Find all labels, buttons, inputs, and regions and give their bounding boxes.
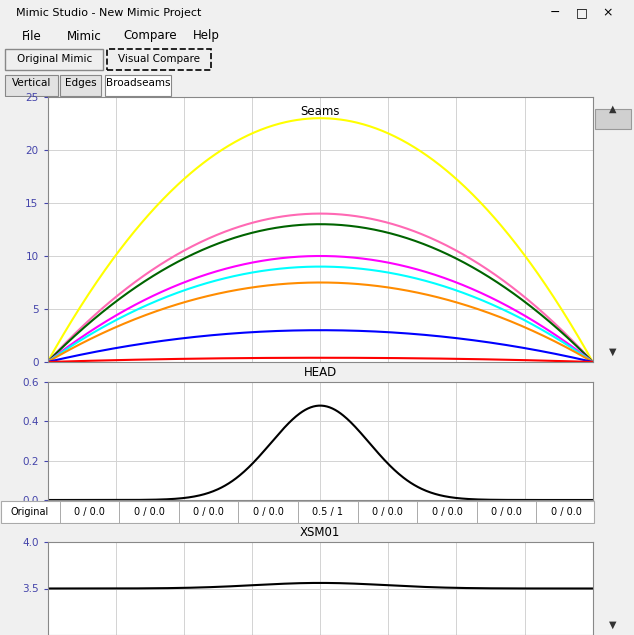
Text: 0 / 0.0: 0 / 0.0 (74, 507, 105, 517)
Text: Mimic Studio - New Mimic Project: Mimic Studio - New Mimic Project (16, 8, 201, 18)
Text: 0 / 0.0: 0 / 0.0 (432, 507, 462, 517)
Text: Original: Original (11, 507, 49, 517)
Text: File: File (22, 29, 42, 43)
Text: Mimic: Mimic (67, 29, 101, 43)
Text: ▲: ▲ (609, 104, 616, 114)
FancyBboxPatch shape (5, 74, 58, 96)
Text: Original Mimic: Original Mimic (17, 54, 92, 64)
FancyBboxPatch shape (107, 49, 211, 70)
Text: 0 / 0.0: 0 / 0.0 (134, 507, 164, 517)
Text: ▼: ▼ (609, 347, 616, 357)
Text: −: − (550, 6, 560, 19)
Text: ×: × (603, 6, 613, 19)
Text: □: □ (576, 6, 587, 19)
FancyBboxPatch shape (5, 49, 103, 70)
Text: 0 / 0.0: 0 / 0.0 (551, 507, 581, 517)
FancyBboxPatch shape (595, 109, 631, 129)
Text: Help: Help (193, 29, 220, 43)
Text: Edges: Edges (65, 79, 96, 88)
Text: 0 / 0.0: 0 / 0.0 (491, 507, 522, 517)
Text: 0 / 0.0: 0 / 0.0 (372, 507, 403, 517)
Text: XSM01: XSM01 (300, 526, 340, 540)
Text: 0 / 0.0: 0 / 0.0 (193, 507, 224, 517)
Text: 0 / 0.0: 0 / 0.0 (253, 507, 283, 517)
Text: HEAD: HEAD (304, 366, 337, 378)
Text: Broadseams: Broadseams (106, 79, 170, 88)
Text: Seams: Seams (301, 105, 340, 118)
FancyBboxPatch shape (105, 74, 171, 96)
FancyBboxPatch shape (60, 74, 101, 96)
Text: Compare: Compare (124, 29, 178, 43)
Text: ▼: ▼ (609, 620, 616, 630)
Text: Visual Compare: Visual Compare (118, 54, 200, 64)
Text: 0.5 / 1: 0.5 / 1 (313, 507, 343, 517)
Text: Vertical: Vertical (11, 79, 51, 88)
FancyBboxPatch shape (1, 501, 594, 523)
